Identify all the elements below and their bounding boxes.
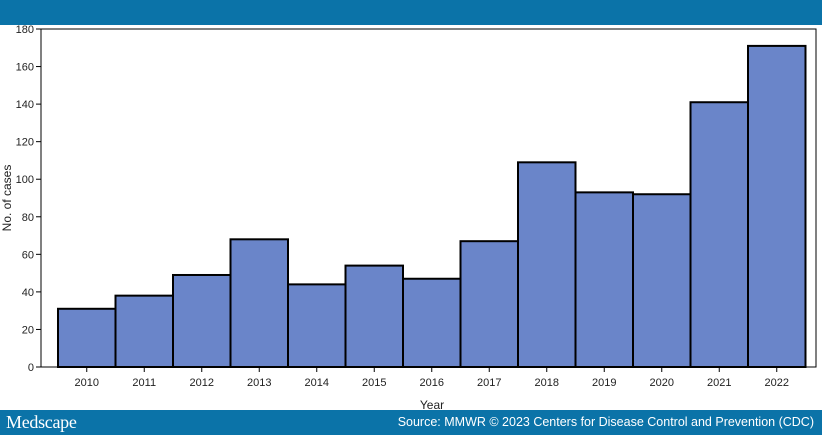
x-tick-label: 2015 xyxy=(362,377,386,389)
y-tick-label: 140 xyxy=(16,99,34,111)
x-tick-label: 2017 xyxy=(477,377,501,389)
chart-area: 0 20 40 60 80 100 120 140 160 180 2010 2011 2012 201… xyxy=(0,25,822,410)
x-axis: 2010 2011 2012 2013 2014 2015 2016 2017 2018 2019… xyxy=(75,367,789,389)
y-axis-label: No. of cases xyxy=(0,165,14,232)
footer-band: Medscape Source: MMWR © 2023 Centers for… xyxy=(0,410,822,435)
x-tick-label: 2012 xyxy=(190,377,214,389)
x-tick-label: 2021 xyxy=(707,377,731,389)
x-tick-label: 2010 xyxy=(75,377,99,389)
x-axis-label: Year xyxy=(420,398,444,410)
x-tick-label: 2011 xyxy=(132,377,156,389)
y-tick-label: 160 xyxy=(16,62,34,74)
bar-2010 xyxy=(57,307,117,368)
y-tick-label: 80 xyxy=(22,212,34,224)
y-tick-label: 60 xyxy=(22,249,34,261)
x-tick-label: 2016 xyxy=(420,377,444,389)
x-tick-label: 2020 xyxy=(650,377,674,389)
y-tick-label: 20 xyxy=(22,324,34,336)
bar-2013 xyxy=(229,238,289,368)
bar-2016 xyxy=(402,277,462,368)
y-tick-label: 40 xyxy=(22,287,34,299)
x-tick-label: 2018 xyxy=(535,377,559,389)
bar-2015 xyxy=(344,264,404,369)
y-axis: 0 20 40 60 80 100 120 140 160 180 xyxy=(16,25,41,374)
bar-2018 xyxy=(517,161,577,368)
bar-2022 xyxy=(747,44,807,369)
x-tick-label: 2014 xyxy=(305,377,329,389)
bar-2014 xyxy=(287,283,347,368)
y-tick-label: 120 xyxy=(16,137,34,149)
bar-2017 xyxy=(459,240,519,368)
medscape-logo: Medscape xyxy=(6,412,77,432)
bar-2012 xyxy=(172,273,232,368)
source-credit: Source: MMWR © 2023 Centers for Disease … xyxy=(397,415,814,429)
bar-2011 xyxy=(114,294,174,368)
x-tick-label: 2013 xyxy=(247,377,271,389)
y-tick-label: 100 xyxy=(16,174,34,186)
bars xyxy=(57,44,807,369)
x-tick-label: 2022 xyxy=(765,377,789,389)
y-tick-label: 180 xyxy=(16,25,34,36)
top-header-band xyxy=(0,0,822,25)
bar-2019 xyxy=(574,191,634,368)
bar-2021 xyxy=(689,101,749,368)
x-tick-label: 2019 xyxy=(592,377,616,389)
y-tick-label: 0 xyxy=(28,362,34,374)
bar-2020 xyxy=(632,193,692,368)
